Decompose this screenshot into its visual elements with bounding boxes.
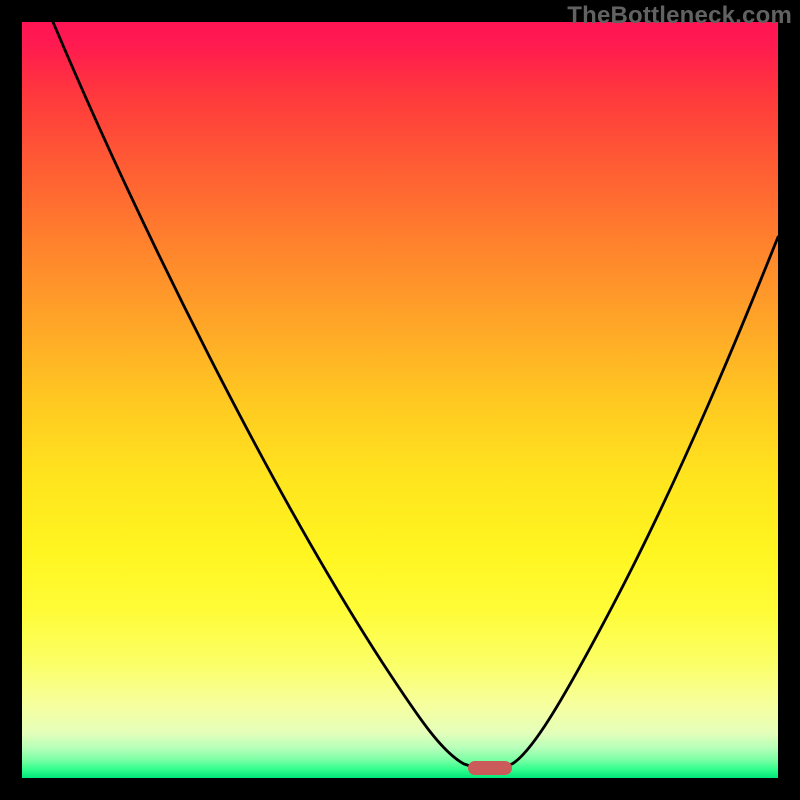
gradient-background	[22, 22, 778, 778]
watermark-text: TheBottleneck.com	[567, 2, 792, 30]
chart-svg	[22, 22, 778, 778]
chart-frame: TheBottleneck.com	[0, 0, 800, 800]
minimum-marker	[468, 761, 512, 775]
plot-area	[22, 22, 778, 778]
